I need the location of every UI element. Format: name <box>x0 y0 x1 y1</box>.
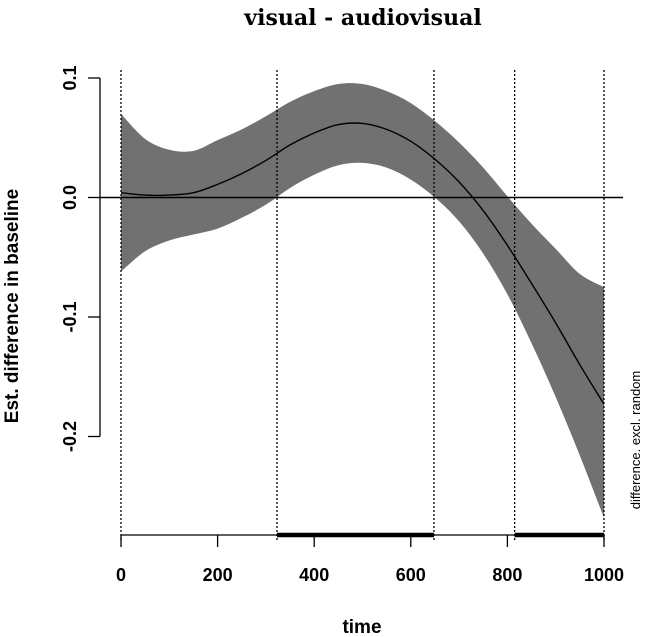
confidence-band-layer <box>121 83 604 518</box>
x-tick-label: 200 <box>203 565 233 585</box>
y-tick-label: 0.1 <box>60 65 80 90</box>
y-tick-label: 0.0 <box>60 185 80 210</box>
x-axis: 0 200 400 600 800 1000 <box>116 534 624 585</box>
y-tick-label: -0.1 <box>60 301 80 332</box>
x-tick-label: 600 <box>396 565 426 585</box>
x-tick-label: 800 <box>492 565 522 585</box>
confidence-band <box>121 83 604 518</box>
x-tick-label: 1000 <box>584 565 624 585</box>
x-axis-label: time <box>342 617 381 637</box>
y-axis: -0.2 -0.1 0.0 0.1 <box>60 65 101 452</box>
chart-title: visual - audiovisual <box>243 5 481 31</box>
side-label: difference. excl. random <box>628 371 643 510</box>
fit-line <box>120 122 605 405</box>
x-tick-label: 0 <box>116 565 126 585</box>
x-tick-label: 400 <box>299 565 329 585</box>
y-axis-label: Est. difference in baseline <box>2 189 23 423</box>
y-tick-label: -0.2 <box>60 421 80 452</box>
